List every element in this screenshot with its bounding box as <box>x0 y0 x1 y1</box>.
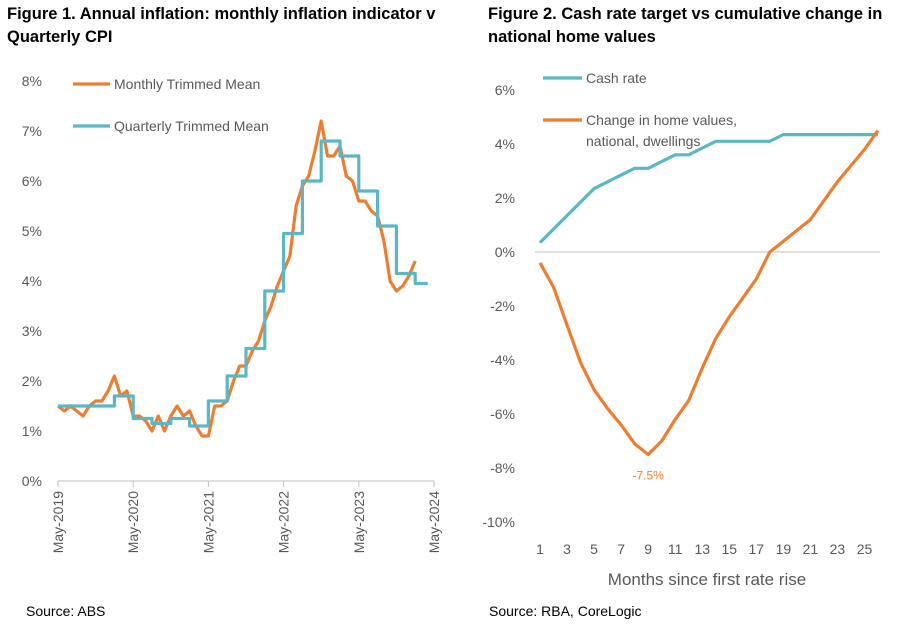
figure1-title: Figure 1. Annual inflation: monthly infl… <box>7 5 436 46</box>
series-monthly-trimmed-mean <box>57 119 417 438</box>
x-tick-label: 25 <box>857 541 873 557</box>
x-tick-label: 3 <box>563 541 571 557</box>
x-tick-label: 17 <box>749 541 765 557</box>
series-quarterly-trimmed-mean <box>58 139 428 428</box>
y-tick-label: -8% <box>490 460 515 476</box>
y-tick-label: 8% <box>22 73 42 89</box>
x-tick-label: 9 <box>644 541 652 557</box>
x-tick-label: 13 <box>694 541 710 557</box>
annotation-minimum: -7.5% <box>632 469 664 483</box>
legend-label: Quarterly Trimmed Mean <box>114 118 269 134</box>
legend-label: Change in home values, <box>586 112 737 128</box>
x-tick-label: 23 <box>830 541 846 557</box>
figure2-chart: 6%4%2%0%-2%-4%-6%-8%-10%1 3 5 7 9 11 13 15 17 19 2… <box>482 70 880 589</box>
x-tick-label: 1 <box>536 541 544 557</box>
x-tick-label: May-2023 <box>351 491 367 553</box>
legend-label: Monthly Trimmed Mean <box>114 76 260 92</box>
y-tick-label: 4% <box>22 273 42 289</box>
legend-label: Cash rate <box>586 70 647 86</box>
y-tick-label: 6% <box>22 173 42 189</box>
y-tick-label: 0% <box>495 244 515 260</box>
y-tick-label: -4% <box>490 352 515 368</box>
x-tick-label: 5 <box>590 541 598 557</box>
y-tick-label: 0% <box>22 473 42 489</box>
y-tick-label: 4% <box>495 136 515 152</box>
y-tick-label: -2% <box>490 298 515 314</box>
y-tick-label: 2% <box>22 373 42 389</box>
y-tick-label: 5% <box>22 223 42 239</box>
series-cash-rate <box>538 133 878 244</box>
x-tick-label: May-2022 <box>276 491 292 553</box>
y-tick-label: 3% <box>22 323 42 339</box>
x-tick-label: 19 <box>776 541 792 557</box>
figure1-source: Source: ABS <box>26 603 106 619</box>
legend-label: national, dwellings <box>586 133 700 149</box>
figure2-source: Source: RBA, CoreLogic <box>489 603 642 619</box>
figure2-title: Figure 2. Cash rate target vs cumulative… <box>488 5 883 46</box>
x-tick-label: May-2019 <box>50 491 66 553</box>
series-home-values-change <box>538 129 880 457</box>
x-tick-label: 7 <box>617 541 625 557</box>
x-axis-title: Months since first rate rise <box>608 570 806 589</box>
y-tick-label: -10% <box>482 514 515 530</box>
x-tick-label: 11 <box>668 541 683 557</box>
figure1-chart: 0% 1% 2% 3% 4% 5% 6% 7% 8% May-2019 May-2020 May-20… <box>22 73 442 553</box>
y-tick-label: 2% <box>495 190 515 206</box>
y-tick-label: 7% <box>22 123 42 139</box>
x-tick-label: May-2024 <box>426 491 442 553</box>
y-tick-label: 1% <box>22 423 42 439</box>
x-tick-label: May-2021 <box>200 491 216 553</box>
y-tick-label: 6% <box>495 82 515 98</box>
x-tick-label: 15 <box>721 541 737 557</box>
x-tick-label: May-2020 <box>125 491 141 553</box>
x-tick-label: 21 <box>803 541 819 557</box>
y-tick-label: -6% <box>490 406 515 422</box>
